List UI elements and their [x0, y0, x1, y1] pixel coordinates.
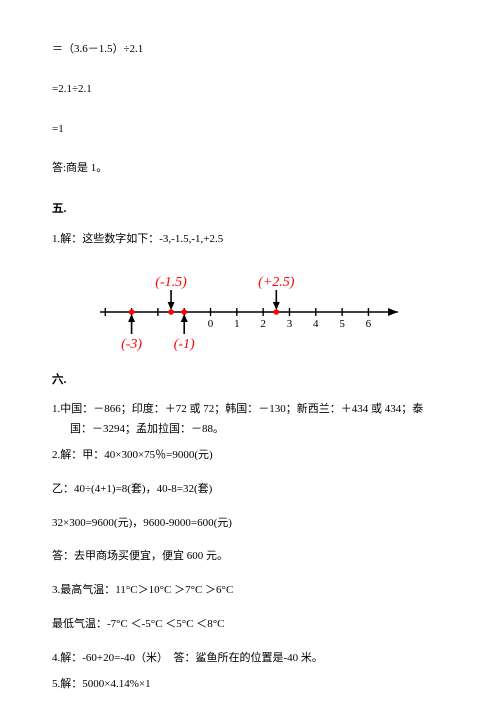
section-6-item-2c: 32×300=9600(元)，9600-9000=600(元)	[52, 514, 448, 534]
equation-line-1: ＝（3.6－1.5）÷2.1	[52, 40, 448, 60]
section-6-item-1a: 1.中国：－866；印度：＋72 或 72；韩国：－130；新西兰：＋434 或…	[52, 400, 448, 420]
section-6-item-2b: 乙：40÷(4+1)=8(套)，40-8=32(套)	[52, 480, 448, 500]
section-6-item-2: 2.解：甲：40×300×75％=9000(元)	[52, 446, 448, 466]
svg-text:0: 0	[208, 318, 214, 330]
svg-text:(-1): (-1)	[174, 337, 195, 352]
answer-1: 答:商是 1。	[52, 159, 448, 179]
section-6-item-5: 5.解：5000×4.14%×1	[52, 675, 448, 695]
svg-text:1: 1	[234, 318, 240, 330]
document-page: ＝（3.6－1.5）÷2.1 =2.1÷2.1 =1 答:商是 1。 五. 1.…	[0, 0, 500, 707]
section-6-item-3b: 最低气温：-7°C ＜-5°C ＜5°C ＜8°C	[52, 615, 448, 635]
equation-line-2: =2.1÷2.1	[52, 80, 448, 100]
svg-text:6: 6	[366, 318, 372, 330]
svg-text:2: 2	[260, 318, 266, 330]
section-6-item-1b: 国：－3294；孟加拉国：－88。	[52, 420, 448, 440]
section-6-item-2d: 答：去甲商场买便宜，便宜 600 元。	[52, 547, 448, 567]
section-6-title: 六.	[52, 370, 448, 391]
section-5-item-1: 1.解：这些数字如下：-3,-1.5,-1,+2.5	[52, 230, 448, 250]
section-6-item-4: 4.解：-60+20=-40（米） 答：鲨鱼所在的位置是-40 米。	[52, 649, 448, 669]
number-line-svg: 0 1 2 3 4 5 6 (-1.5) (+2.5) (-3) (-1)	[100, 262, 400, 352]
equation-line-3: =1	[52, 120, 448, 140]
section-6-item-3: 3.最高气温：11°C＞10°C ＞7°C ＞6°C	[52, 581, 448, 601]
section-5-title: 五.	[52, 199, 448, 220]
svg-text:(-3): (-3)	[121, 337, 142, 352]
svg-text:(-1.5): (-1.5)	[155, 275, 187, 290]
number-line-diagram: 0 1 2 3 4 5 6 (-1.5) (+2.5) (-3) (-1)	[100, 262, 400, 352]
svg-text:(+2.5): (+2.5)	[258, 275, 295, 290]
svg-text:3: 3	[287, 318, 293, 330]
svg-text:5: 5	[339, 318, 345, 330]
svg-text:4: 4	[313, 318, 319, 330]
